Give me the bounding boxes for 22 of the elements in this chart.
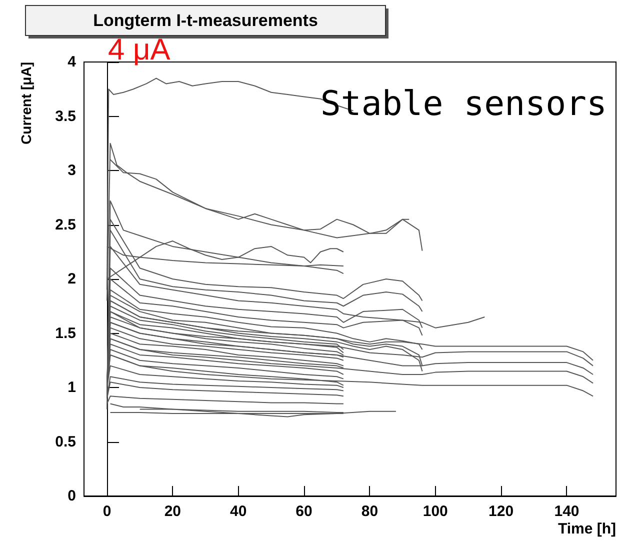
y-tick-label: 0 bbox=[68, 488, 76, 504]
x-tick-label: 40 bbox=[230, 503, 247, 520]
annotation: 4 μA bbox=[108, 34, 170, 66]
x-tick-label: 100 bbox=[422, 503, 448, 520]
x-tick-label: 120 bbox=[488, 503, 514, 520]
chart-title: Longterm I-t-measurements bbox=[93, 11, 318, 30]
x-axis-title: Time [h] bbox=[558, 520, 616, 538]
y-tick-label: 2.5 bbox=[55, 216, 76, 234]
y-axis-title: Current [μA] bbox=[18, 62, 34, 144]
y-tick-label: 0.5 bbox=[55, 433, 76, 450]
x-tick-label: 140 bbox=[554, 503, 580, 520]
annotation: Stable sensors bbox=[320, 84, 607, 124]
x-tick-label: 80 bbox=[361, 503, 378, 520]
y-tick-label: 4 bbox=[68, 54, 77, 70]
y-tick-label: 2 bbox=[68, 270, 76, 288]
x-tick-label: 20 bbox=[164, 503, 182, 520]
x-tick-label: 60 bbox=[296, 503, 312, 520]
x-tick-label: 0 bbox=[102, 503, 112, 520]
y-tick-label: 3 bbox=[68, 162, 76, 179]
y-tick-label: 1 bbox=[68, 379, 76, 396]
y-tick-label: 1.5 bbox=[55, 324, 76, 342]
y-tick-label: 3.5 bbox=[55, 108, 76, 125]
